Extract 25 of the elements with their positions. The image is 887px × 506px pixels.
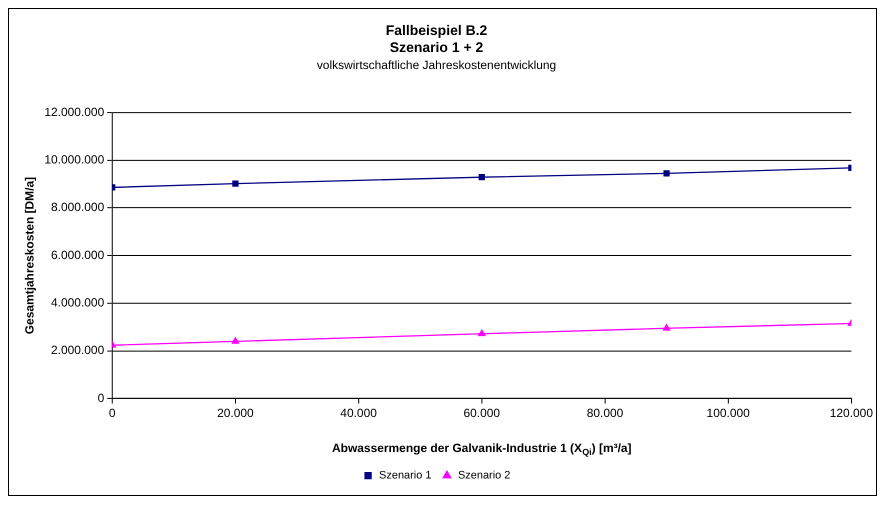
point [232,337,240,344]
x-tick-label: 0 [108,406,116,420]
legend-label: Szenario 1 [379,470,432,482]
x-tick-label: 80.000 [586,406,624,420]
y-tick-label: 10.000.000 [44,152,105,167]
point [663,170,670,176]
point [478,330,486,336]
x-tick-label: 20.000 [217,406,254,420]
point [662,324,670,331]
legend-label: Szenario 2 [458,470,510,482]
y-tick-label: 6.000.000 [51,248,105,262]
chart-title: Fallbeispiel B.2 Szenario 1 + 2 [386,22,488,55]
x-tick-label: 120.000 [830,406,874,420]
chart-subtitle: volkswirtschaftliche Jahreskostenentwicklung [316,58,556,72]
x-tick-label: 60.000 [463,406,500,420]
point [478,174,485,180]
point [232,180,239,187]
x-tick-label: 40.000 [340,406,378,420]
y-axis-title: Gesamtjahreskosten [DM/a] [22,176,36,334]
y-tick-label: 12.000.000 [44,104,105,119]
y-tick-label: 0 [98,390,105,405]
x-tick-label: 100.000 [706,406,750,420]
y-tick-label: 4.000.000 [51,296,105,310]
y-tick-label: 8.000.000 [51,200,105,214]
y-tick-label: 2.000.000 [51,343,105,358]
